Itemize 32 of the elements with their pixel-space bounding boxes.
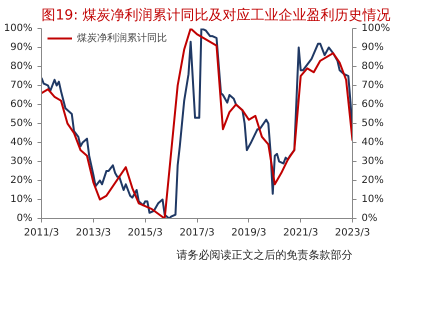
legend-label: 煤炭净利润累计同比 bbox=[77, 32, 167, 45]
x-tick-label: 2019/3 bbox=[231, 228, 266, 238]
x-tick-label: 2017/3 bbox=[179, 228, 215, 238]
chart-title: 图19: 煤炭净利润累计同比及对应工业企业盈利历史情况 bbox=[42, 8, 390, 24]
y2-tick-label: 40% bbox=[362, 137, 384, 148]
y-tick-label: 0% bbox=[16, 213, 33, 224]
y2-tick-label: 30% bbox=[362, 156, 384, 167]
y-tick-label: 90% bbox=[10, 42, 33, 53]
y2-tick-label: 100% bbox=[362, 23, 390, 34]
y2-tick-label: 70% bbox=[362, 80, 384, 91]
y-tick-label: 50% bbox=[10, 118, 33, 129]
y-tick-label: 100% bbox=[4, 23, 33, 34]
y-tick-label: 80% bbox=[10, 61, 33, 72]
y2-tick-label: 60% bbox=[362, 99, 384, 110]
y2-tick-label: 0% bbox=[362, 213, 378, 224]
y-tick-label: 70% bbox=[10, 80, 33, 91]
y2-tick-label: 80% bbox=[362, 61, 384, 72]
x-tick-label: 2011/3 bbox=[24, 228, 60, 238]
y2-tick-label: 50% bbox=[362, 118, 384, 129]
x-tick-label: 2015/3 bbox=[128, 228, 163, 238]
x-tick-label: 2021/3 bbox=[283, 228, 318, 238]
y-tick-label: 20% bbox=[10, 175, 33, 186]
text: 请务必阅读正文之后的免责条款部分 bbox=[176, 248, 352, 262]
y-tick-label: 10% bbox=[10, 194, 33, 205]
y-tick-label: 60% bbox=[10, 99, 33, 110]
y2-tick-label: 20% bbox=[362, 175, 384, 186]
x-tick-label: 2013/3 bbox=[76, 228, 111, 238]
y2-tick-label: 90% bbox=[362, 42, 384, 53]
y2-tick-label: 10% bbox=[362, 194, 384, 205]
y-tick-label: 30% bbox=[10, 156, 33, 167]
y-tick-label: 40% bbox=[10, 137, 33, 148]
x-tick-label: 2023/3 bbox=[334, 228, 370, 238]
